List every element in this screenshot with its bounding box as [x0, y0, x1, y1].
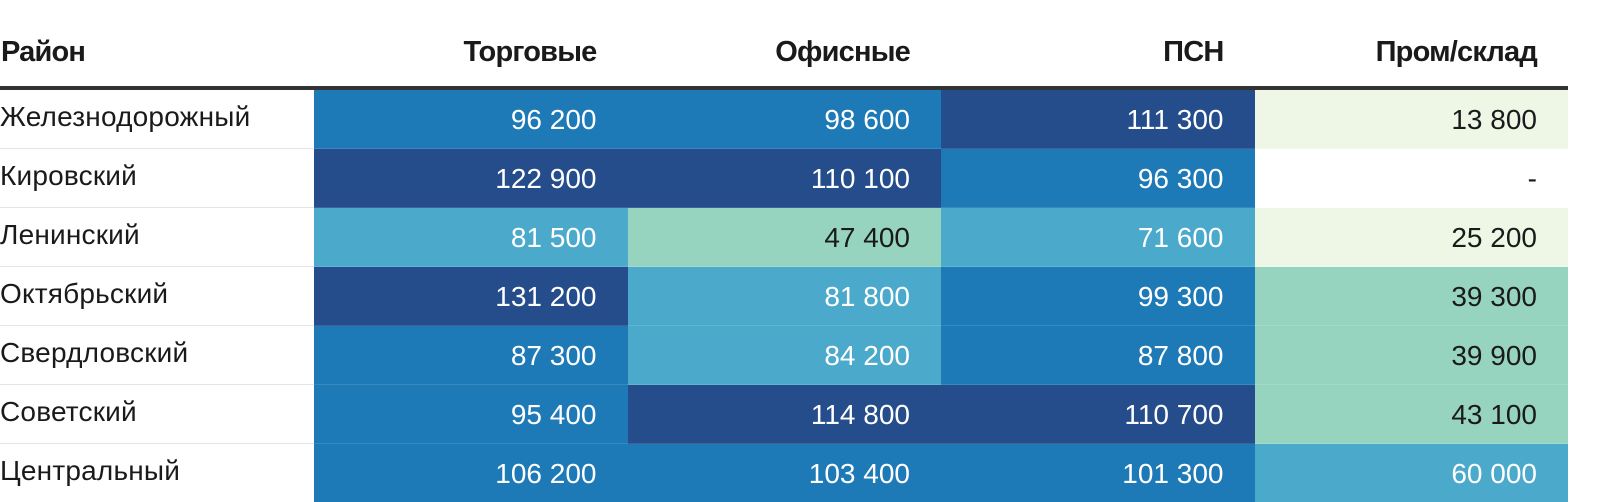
heatmap-cell: 131 200 [314, 267, 628, 326]
heatmap-cell: 43 100 [1255, 385, 1569, 444]
column-header-4: Пром/склад [1255, 18, 1569, 88]
heatmap-cell: 87 300 [314, 326, 628, 385]
heatmap-cell: 84 200 [628, 326, 942, 385]
heatmap-cell: 47 400 [628, 208, 942, 267]
heatmap-cell: 96 200 [314, 88, 628, 149]
heatmap-cell: 122 900 [314, 149, 628, 208]
heatmap-cell: 13 800 [1255, 88, 1569, 149]
row-label-district: Свердловский [0, 326, 314, 385]
row-label-district: Советский [0, 385, 314, 444]
heatmap-cell: 103 400 [628, 444, 942, 502]
heatmap-cell: 111 300 [941, 88, 1255, 149]
heatmap-cell: 106 200 [314, 444, 628, 502]
row-label-district: Кировский [0, 149, 314, 208]
column-header-district: Район [0, 18, 314, 88]
column-header-2: Офисные [628, 18, 942, 88]
row-label-district: Октябрьский [0, 267, 314, 326]
heatmap-cell: 39 300 [1255, 267, 1569, 326]
heatmap-cell: 25 200 [1255, 208, 1569, 267]
heatmap-cell: 71 600 [941, 208, 1255, 267]
heatmap-cell: 110 100 [628, 149, 942, 208]
heatmap-cell: 60 000 [1255, 444, 1569, 502]
heatmap-cell: 87 800 [941, 326, 1255, 385]
row-label-district: Ленинский [0, 208, 314, 267]
heatmap-cell: 39 900 [1255, 326, 1569, 385]
heatmap-cell: 114 800 [628, 385, 942, 444]
heatmap-cell: 99 300 [941, 267, 1255, 326]
heatmap-cell: 110 700 [941, 385, 1255, 444]
heatmap-cell: 95 400 [314, 385, 628, 444]
row-label-district: Центральный [0, 444, 314, 502]
heatmap-cell: 96 300 [941, 149, 1255, 208]
heatmap-cell: 81 800 [628, 267, 942, 326]
column-header-3: ПСН [941, 18, 1255, 88]
column-header-1: Торговые [314, 18, 628, 88]
row-label-district: Железнодорожный [0, 88, 314, 149]
heatmap-cell: - [1255, 149, 1569, 208]
heatmap-cell: 98 600 [628, 88, 942, 149]
heatmap-cell: 81 500 [314, 208, 628, 267]
heatmap-cell: 101 300 [941, 444, 1255, 502]
